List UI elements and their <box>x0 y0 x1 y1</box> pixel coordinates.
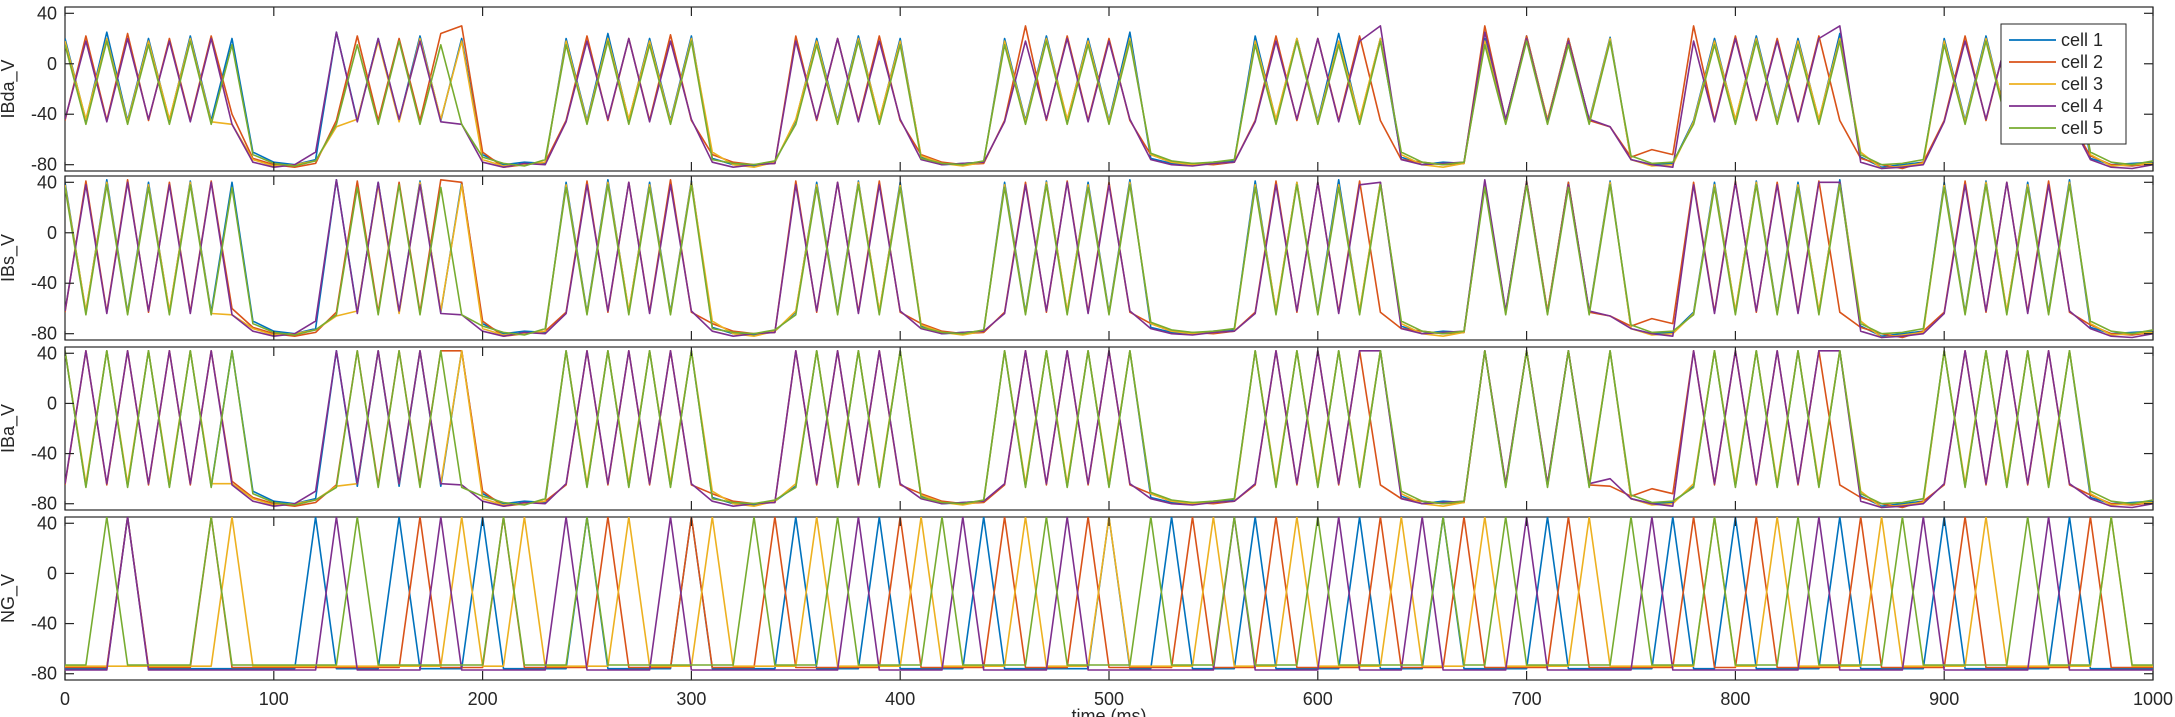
x-tick-label: 0 <box>60 689 70 709</box>
y-tick-label: -40 <box>31 614 57 634</box>
x-tick-label: 500 <box>1094 689 1124 709</box>
legend-label: cell 1 <box>2061 30 2103 50</box>
y-tick-label: -40 <box>31 273 57 293</box>
y-tick-label: -80 <box>31 664 57 684</box>
y-tick-label: -80 <box>31 324 57 344</box>
trace <box>65 517 2153 671</box>
x-tick-label: 700 <box>1512 689 1542 709</box>
y-tick-label: 40 <box>37 172 57 192</box>
y-tick-label: 0 <box>47 223 57 243</box>
y-tick-label: -40 <box>31 444 57 464</box>
y-tick-label: 0 <box>47 563 57 583</box>
x-axis-label: time (ms) <box>1072 706 1147 717</box>
series-group <box>65 517 2153 671</box>
panel: -80 -40 0 40 IBa_V <box>0 343 2154 514</box>
y-tick-label: 0 <box>47 54 57 74</box>
series-group <box>65 25 2153 170</box>
trace <box>65 184 2153 336</box>
legend-label: cell 4 <box>2061 96 2103 116</box>
x-tick-label: 300 <box>676 689 706 709</box>
x-tick-label: 1000 <box>2133 689 2173 709</box>
y-axis-label: IBa_V <box>0 404 19 453</box>
legend-label: cell 2 <box>2061 52 2103 72</box>
trace <box>65 517 2153 669</box>
legend-label: cell 3 <box>2061 74 2103 94</box>
trace <box>65 40 2153 167</box>
x-tick-label: 600 <box>1303 689 1333 709</box>
x-tick-label: 200 <box>468 689 498 709</box>
y-axis-label: IBs_V <box>0 234 19 282</box>
y-tick-label: 0 <box>47 393 57 413</box>
plot-area <box>64 516 2154 681</box>
y-tick-label: -40 <box>31 104 57 124</box>
panel: -80 -40 0 40 IBs_V <box>0 172 2154 344</box>
y-tick-label: -80 <box>31 155 57 175</box>
trace <box>65 517 2153 667</box>
trace <box>65 517 2153 670</box>
x-tick-label: 400 <box>885 689 915 709</box>
legend-label: cell 5 <box>2061 118 2103 138</box>
x-tick-label: 100 <box>259 689 289 709</box>
y-tick-label: 40 <box>37 3 57 23</box>
y-tick-label: 40 <box>37 513 57 533</box>
y-tick-label: -80 <box>31 494 57 514</box>
trace <box>65 517 2153 666</box>
x-tick-label: 900 <box>1929 689 1959 709</box>
y-axis-label: NG_V <box>0 574 19 623</box>
y-axis-label: IBda_V <box>0 59 19 118</box>
x-tick-label: 800 <box>1720 689 1750 709</box>
plot-area <box>64 6 2154 172</box>
trace <box>65 25 2153 170</box>
y-tick-label: 40 <box>37 343 57 363</box>
trace <box>65 350 2153 506</box>
